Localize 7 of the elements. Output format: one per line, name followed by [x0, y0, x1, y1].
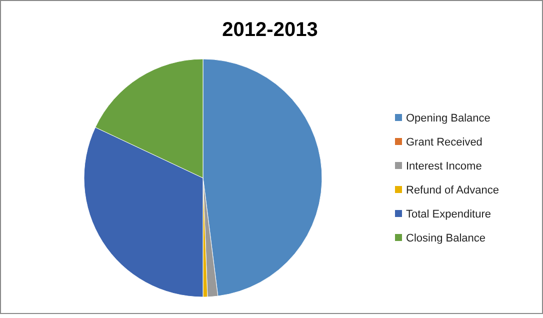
legend-label: Refund of Advance: [406, 184, 499, 196]
legend-label: Total Expenditure: [406, 208, 491, 220]
legend-label: Closing Balance: [406, 232, 486, 244]
legend-label: Interest Income: [406, 160, 482, 172]
legend-label: Grant Received: [406, 136, 482, 148]
chart-title: 2012-2013: [222, 19, 318, 41]
legend-label: Opening Balance: [406, 112, 490, 124]
